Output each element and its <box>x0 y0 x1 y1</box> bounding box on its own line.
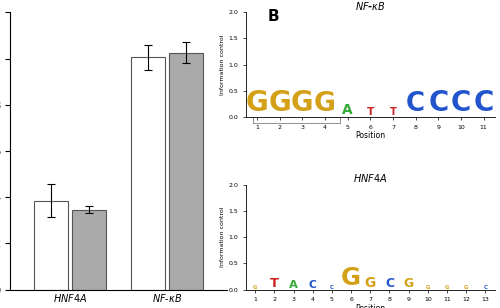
Bar <box>169 53 202 290</box>
Text: C: C <box>484 285 488 290</box>
Text: G: G <box>253 285 258 290</box>
Text: G: G <box>426 285 430 290</box>
Text: G: G <box>291 89 314 117</box>
Bar <box>72 210 106 290</box>
Text: C: C <box>385 277 394 290</box>
Text: C: C <box>330 285 334 290</box>
Text: T: T <box>270 277 279 290</box>
Text: B: B <box>268 9 279 24</box>
Bar <box>34 201 68 290</box>
Text: G: G <box>445 285 450 290</box>
Y-axis label: Information control: Information control <box>220 207 226 267</box>
Text: C: C <box>428 89 448 117</box>
Title: $\it{HNF4A}$: $\it{HNF4A}$ <box>353 172 388 184</box>
Text: COPD: COPD <box>280 71 304 79</box>
Text: C: C <box>406 91 425 117</box>
Bar <box>257 94 276 113</box>
Y-axis label: Information control: Information control <box>220 34 226 95</box>
X-axis label: Position: Position <box>355 131 386 140</box>
Text: G: G <box>246 89 268 117</box>
Text: C: C <box>309 280 316 290</box>
Text: A: A <box>289 280 298 290</box>
Text: T: T <box>390 107 396 117</box>
Text: G: G <box>464 285 468 290</box>
Text: G: G <box>341 265 361 290</box>
Text: G: G <box>364 276 376 290</box>
Text: G: G <box>404 277 413 290</box>
Text: T: T <box>366 107 374 117</box>
X-axis label: Position: Position <box>355 304 386 308</box>
Text: G: G <box>268 89 291 117</box>
Text: G: G <box>314 91 336 117</box>
Bar <box>257 66 276 85</box>
Bar <box>131 57 165 290</box>
Text: C: C <box>451 89 471 117</box>
Text: A: A <box>342 103 353 117</box>
Text: C: C <box>474 89 494 117</box>
Title: $\it{NF}$-$\it{\kappa B}$: $\it{NF}$-$\it{\kappa B}$ <box>355 0 386 11</box>
Text: Non-COPD: Non-COPD <box>280 99 324 108</box>
